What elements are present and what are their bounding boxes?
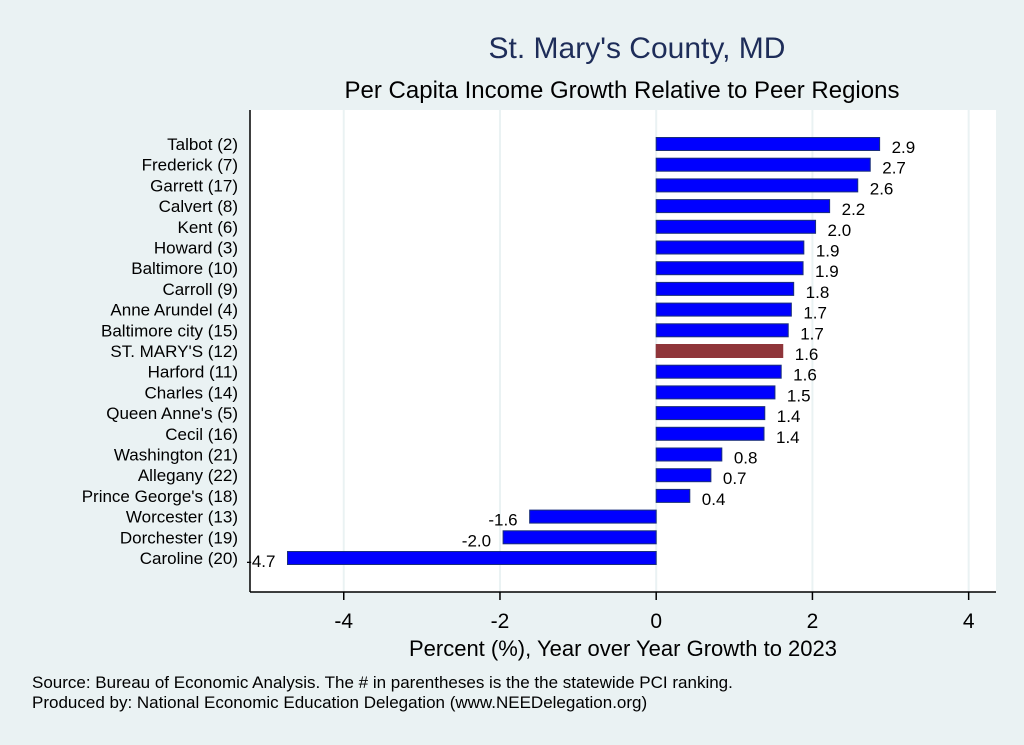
bar [655,406,766,421]
bar [655,178,859,193]
category-label: Anne Arundel (4) [110,301,238,320]
category-label: Baltimore city (15) [101,321,238,340]
bar [286,551,657,565]
value-label: 1.9 [815,262,839,281]
bar [655,488,691,503]
bar [655,157,871,172]
category-label: Washington (21) [114,446,238,465]
bar [655,468,712,483]
x-tick-label: 4 [963,610,975,633]
value-label: 1.4 [776,428,800,447]
value-label: 2.0 [828,221,852,240]
bar [655,447,723,462]
value-labels: 2.92.72.62.22.01.91.91.81.71.71.61.61.51… [246,138,915,571]
value-label: 0.4 [702,490,726,509]
bar [655,281,795,296]
bar [655,240,805,255]
category-label: Prince George's (18) [82,487,238,506]
bar [655,344,784,358]
value-label: 1.9 [816,242,840,261]
bar [655,385,776,400]
x-tick-label: 2 [807,610,819,633]
category-label: Carroll (9) [162,280,238,299]
value-label: 1.7 [800,324,824,343]
category-label: Howard (3) [154,239,238,258]
bar [655,261,804,276]
bar [655,364,782,379]
chart-subtitle: Per Capita Income Growth Relative to Pee… [345,77,900,104]
bar [655,302,792,317]
x-tick-label: -2 [491,610,510,633]
value-label: -4.7 [246,552,275,571]
axes [249,110,996,593]
category-label: Frederick (7) [142,156,238,175]
category-label: ST. MARY'S (12) [110,342,238,361]
category-label: Calvert (8) [159,197,238,216]
produced-by-note: Produced by: National Economic Education… [32,693,648,712]
value-label: 1.4 [777,407,801,426]
value-label: -2.0 [462,531,491,550]
value-label: 2.2 [842,200,866,219]
x-ticks: -4 -2 0 2 4 [334,592,975,633]
bars [286,137,881,565]
value-label: 2.6 [870,179,894,198]
bar [655,323,789,338]
category-label: Queen Anne's (5) [106,404,238,423]
category-label: Caroline (20) [140,549,238,568]
category-label: Dorchester (19) [120,528,238,547]
bar [529,509,657,524]
chart-title: St. Mary's County, MD [489,32,786,65]
value-label: 0.8 [734,449,758,468]
value-label: 1.6 [793,366,817,385]
category-label: Kent (6) [178,218,238,237]
value-label: 2.9 [892,138,916,157]
category-label: Talbot (2) [167,135,238,154]
value-label: 1.5 [787,386,811,405]
category-label: Cecil (16) [165,425,238,444]
bar [655,219,817,234]
bar [655,426,765,441]
category-label: Worcester (13) [126,508,238,527]
category-labels: Talbot (2) Frederick (7)Garrett (17) Calve… [82,135,238,568]
x-axis-label: Percent (%), Year over Year Growth to 20… [409,636,837,661]
bar [655,199,831,214]
category-label: Harford (11) [148,363,238,382]
category-label: Baltimore (10) [131,259,238,278]
bar [502,530,657,545]
value-label: -1.6 [488,511,517,530]
category-label: Allegany (22) [138,466,238,485]
value-label: 1.6 [795,345,819,364]
source-note: Source: Bureau of Economic Analysis. The… [32,673,733,692]
x-tick-label: 0 [650,610,662,633]
category-label: Garrett (17) [150,176,238,195]
value-label: 0.7 [723,469,747,488]
x-tick-label: -4 [334,610,353,633]
bar [655,137,881,151]
value-label: 1.8 [806,283,830,302]
category-label: Charles (14) [144,383,238,402]
value-label: 1.7 [803,304,827,323]
value-label: 2.7 [882,159,906,178]
